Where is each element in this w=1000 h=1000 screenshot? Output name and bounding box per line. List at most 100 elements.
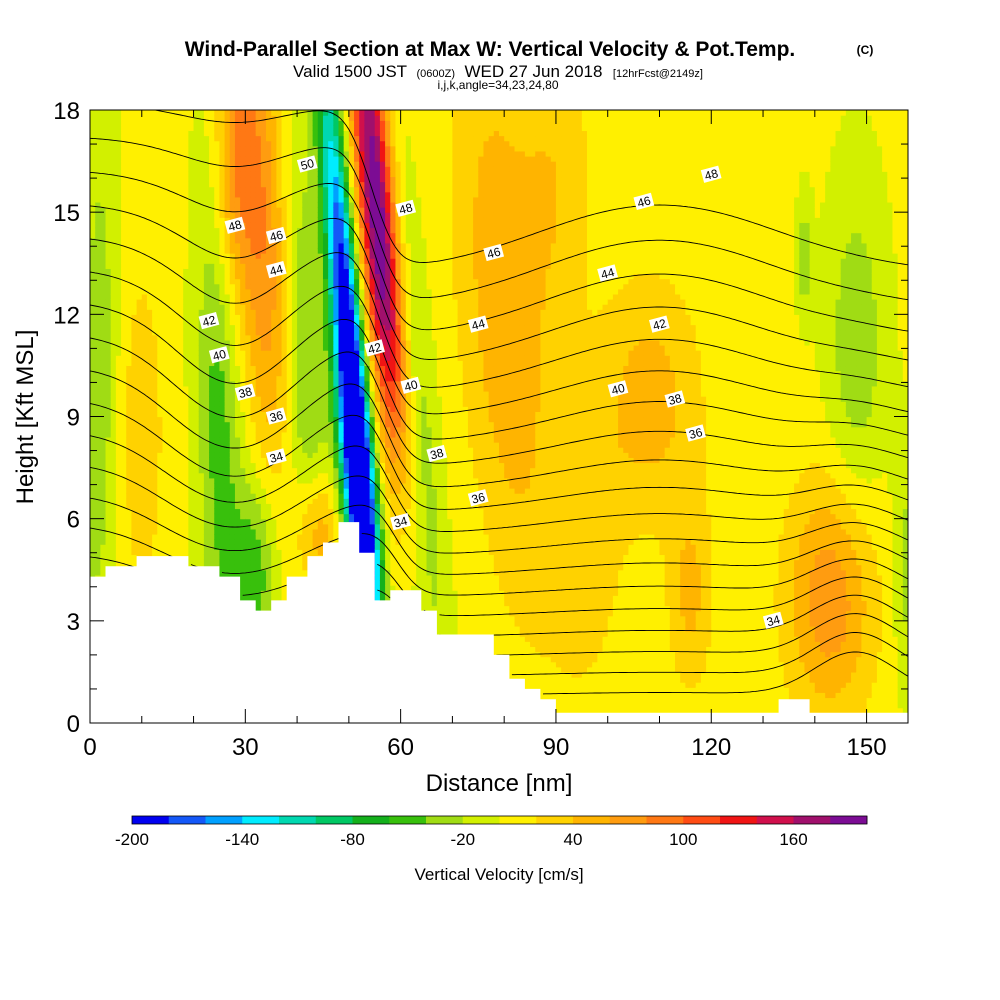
velocity-cell	[162, 324, 169, 331]
velocity-cell	[162, 533, 169, 540]
velocity-cell	[198, 396, 205, 402]
velocity-cell	[193, 278, 200, 285]
velocity-cell	[255, 145, 262, 152]
velocity-cell	[183, 309, 189, 315]
velocity-cell	[172, 278, 179, 285]
velocity-cell	[193, 390, 200, 397]
velocity-cell	[172, 166, 179, 172]
velocity-cell	[214, 533, 221, 540]
velocity-cell	[183, 222, 189, 229]
velocity-cell	[240, 155, 246, 162]
velocity-cell	[203, 488, 210, 494]
velocity-cell	[260, 406, 267, 412]
velocity-cell	[281, 140, 288, 147]
velocity-cell	[240, 288, 246, 295]
velocity-cell	[136, 207, 143, 213]
velocity-cell	[214, 253, 221, 259]
velocity-cell	[260, 385, 267, 392]
velocity-cell	[146, 115, 153, 121]
velocity-cell	[100, 314, 107, 321]
velocity-cell	[178, 171, 184, 178]
velocity-cell	[250, 263, 257, 269]
velocity-cell	[214, 125, 221, 132]
velocity-cell	[198, 421, 205, 428]
velocity-cell	[219, 564, 226, 571]
velocity-cell	[229, 161, 236, 167]
velocity-cell	[203, 544, 210, 550]
velocity-cell	[297, 115, 303, 121]
velocity-cell	[271, 247, 277, 254]
velocity-cell	[229, 120, 236, 126]
velocity-cell	[255, 605, 262, 612]
velocity-cell	[297, 293, 303, 300]
velocity-cell	[286, 442, 293, 448]
velocity-cell	[271, 554, 277, 561]
velocity-cell	[281, 253, 288, 259]
velocity-cell	[219, 150, 226, 157]
velocity-cell	[224, 263, 231, 269]
velocity-cell	[95, 426, 101, 433]
velocity-cell	[136, 145, 143, 152]
velocity-cell	[229, 329, 236, 336]
velocity-cell	[95, 268, 101, 275]
velocity-cell	[203, 457, 210, 464]
velocity-cell	[172, 523, 179, 530]
velocity-cell	[136, 324, 143, 331]
velocity-cell	[100, 380, 107, 387]
velocity-cell	[152, 426, 158, 433]
velocity-cell	[115, 528, 122, 535]
velocity-cell	[240, 569, 246, 576]
velocity-cell	[157, 442, 164, 448]
velocity-cell	[219, 283, 226, 290]
velocity-cell	[266, 533, 272, 540]
velocity-cell	[105, 431, 112, 438]
velocity-cell	[286, 355, 293, 361]
velocity-cell	[203, 227, 210, 234]
velocity-cell	[183, 339, 189, 346]
velocity-cell	[266, 283, 272, 290]
velocity-cell	[157, 186, 164, 193]
velocity-cell	[286, 508, 293, 515]
velocity-cell	[100, 339, 107, 346]
velocity-cell	[297, 247, 303, 254]
velocity-cell	[141, 503, 148, 510]
velocity-cell	[146, 283, 153, 290]
velocity-cell	[90, 436, 96, 443]
velocity-cell	[110, 268, 117, 275]
velocity-cell	[188, 171, 195, 178]
velocity-cell	[115, 467, 122, 474]
velocity-cell	[121, 171, 127, 178]
velocity-cell	[110, 329, 117, 336]
velocity-cell	[126, 242, 133, 249]
velocity-cell	[276, 365, 283, 372]
velocity-cell	[100, 350, 107, 356]
velocity-cell	[115, 125, 122, 132]
velocity-cell	[193, 380, 200, 387]
velocity-cell	[188, 334, 195, 341]
velocity-cell	[136, 217, 143, 223]
velocity-cell	[157, 467, 164, 474]
velocity-cell	[281, 585, 288, 591]
velocity-cell	[162, 544, 169, 550]
velocity-cell	[291, 523, 298, 530]
velocity-cell	[157, 181, 164, 188]
velocity-cell	[286, 155, 293, 162]
velocity-cell	[100, 539, 107, 545]
velocity-cell	[240, 227, 246, 234]
velocity-cell	[286, 549, 293, 556]
velocity-cell	[260, 574, 267, 581]
velocity-cell	[245, 145, 252, 152]
velocity-cell	[276, 462, 283, 469]
velocity-cell	[188, 416, 195, 423]
velocity-cell	[172, 411, 179, 418]
valid-time-line: Valid 1500 JST (0600Z) WED 27 Jun 2018 […	[293, 62, 703, 81]
velocity-cell	[115, 452, 122, 458]
velocity-cell	[209, 436, 215, 443]
velocity-cell	[141, 273, 148, 280]
velocity-cell	[266, 344, 272, 351]
velocity-cell	[131, 518, 138, 525]
velocity-cell	[162, 299, 169, 305]
velocity-cell	[286, 278, 293, 285]
velocity-cell	[281, 278, 288, 285]
velocity-cell	[260, 339, 267, 346]
